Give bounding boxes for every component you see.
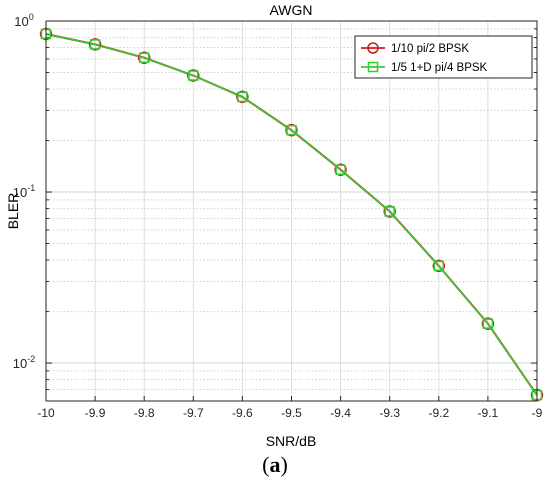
x-tick-label: -9.3 xyxy=(379,406,400,420)
y-axis-label: BLER xyxy=(5,193,21,230)
x-tick-label: -9.4 xyxy=(330,406,351,420)
legend: 1/10 pi/2 BPSK 1/5 1+D pi/4 BPSK xyxy=(354,35,533,79)
data-point-2 xyxy=(433,260,445,272)
x-tick-label: -9.2 xyxy=(428,406,449,420)
data-point-1 xyxy=(187,69,200,82)
data-point-2 xyxy=(237,91,248,103)
bler-chart: -10 -9.9 -9.8 -9.7 -9.6 -9.5 -9.4 -9.3 -9.2 -9.1 -… xyxy=(5,2,544,449)
x-tick-label: -9.5 xyxy=(281,406,302,420)
y-tick-label: 10-1 xyxy=(13,183,35,200)
data-point-1 xyxy=(481,317,495,330)
data-point-1 xyxy=(236,90,249,104)
data-point-1 xyxy=(383,205,396,218)
x-axis-label: SNR/dB xyxy=(266,433,317,449)
legend-marker-square xyxy=(367,61,379,73)
legend-box xyxy=(354,35,533,79)
x-tick-label: -9.9 xyxy=(85,406,106,420)
series-layer xyxy=(39,27,544,402)
data-point-2 xyxy=(286,124,297,136)
data-point-2 xyxy=(384,206,395,217)
data-point-1 xyxy=(137,51,151,64)
y-tick-label: 10-2 xyxy=(13,354,35,371)
figure-sublabel: (a) xyxy=(0,452,550,478)
x-tick-label: -9.7 xyxy=(183,406,204,420)
axes: -10 -9.9 -9.8 -9.7 -9.6 -9.5 -9.4 -9.3 -9.2 -9.1 -… xyxy=(13,12,543,420)
legend-label: 1/5 1+D pi/4 BPSK xyxy=(391,62,488,74)
chart-title: AWGN xyxy=(269,2,312,18)
sublabel-letter: a xyxy=(269,452,281,477)
plot-frame xyxy=(45,20,538,402)
x-tick-label: -9 xyxy=(532,406,543,420)
data-point-2 xyxy=(482,318,494,329)
series-line-2 xyxy=(45,33,538,396)
data-point-1 xyxy=(334,163,347,176)
y-tick-label: 100 xyxy=(14,12,33,29)
x-tick-label: -9.6 xyxy=(232,406,253,420)
data-point-2 xyxy=(188,70,199,81)
data-point-2 xyxy=(89,39,101,50)
x-tick-label: -9.1 xyxy=(478,406,499,420)
data-point-2 xyxy=(335,164,346,175)
legend-label: 1/10 pi/2 BPSK xyxy=(391,43,469,55)
x-tick-label: -9.8 xyxy=(134,406,155,420)
sublabel-open: ( xyxy=(262,452,270,477)
sublabel-close: ) xyxy=(280,452,288,477)
data-point-1 xyxy=(285,123,298,137)
data-point-1 xyxy=(88,38,102,51)
data-point-1 xyxy=(432,259,446,273)
data-point-2 xyxy=(138,52,150,63)
x-tick-label: -10 xyxy=(37,406,55,420)
legend-marker-circle xyxy=(367,42,379,54)
